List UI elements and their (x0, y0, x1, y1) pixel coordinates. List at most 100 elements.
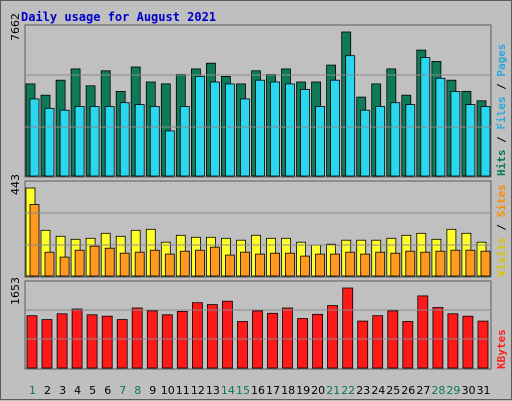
bar-sites-day-29 (450, 249, 461, 277)
x-tick-label: 8 (134, 384, 141, 397)
bar-sites-day-20 (315, 253, 326, 277)
bar-kbytes-day-24 (372, 315, 384, 369)
bar-files-day-18 (285, 83, 295, 177)
bar-files-day-21 (330, 79, 341, 177)
bar-sites-day-25 (390, 252, 401, 277)
x-tick-label: 16 (251, 384, 265, 397)
x-tick-label: 11 (176, 384, 190, 397)
bar-sites-day-7 (119, 252, 130, 277)
legend-part: / (495, 130, 508, 150)
bar-kbytes-day-12 (191, 302, 203, 369)
x-tick-label: 7 (119, 384, 126, 397)
bar-sites-day-23 (360, 253, 371, 277)
legend-visits-sites: Visits / Sites (495, 184, 508, 277)
bar-kbytes-day-13 (206, 304, 218, 369)
bar-kbytes-day-15 (237, 321, 248, 369)
legend-part: Files (495, 97, 508, 130)
bar-sites-day-21 (330, 253, 341, 277)
bar-files-day-3 (59, 109, 70, 177)
x-tick-label: 15 (236, 384, 250, 397)
bar-kbytes-day-19 (297, 318, 309, 369)
bar-files-day-23 (360, 109, 371, 177)
bar-kbytes-day-10 (161, 314, 173, 369)
bar-sites-day-3 (59, 256, 70, 277)
bar-kbytes-day-5 (86, 314, 98, 369)
legend-kbytes: KBytes (495, 329, 508, 369)
bar-files-day-8 (134, 104, 145, 177)
x-tick-label: 28 (431, 384, 445, 397)
x-tick-label: 5 (89, 384, 96, 397)
x-tick-label: 21 (326, 384, 340, 397)
bar-kbytes-day-28 (432, 307, 444, 369)
bar-kbytes-day-6 (101, 315, 113, 369)
legend-part: KBytes (495, 329, 508, 369)
bar-files-day-29 (450, 91, 461, 177)
bar-kbytes-day-26 (402, 321, 414, 369)
bar-sites-day-5 (89, 245, 100, 277)
x-tick-label: 12 (191, 384, 205, 397)
x-tick-label: 23 (356, 384, 370, 397)
legend-part: Sites (495, 184, 508, 217)
x-tick-label: 29 (446, 384, 460, 397)
bar-sites-day-15 (240, 251, 250, 277)
bar-kbytes-day-1 (26, 315, 38, 369)
x-tick-label: 31 (477, 384, 491, 397)
bar-sites-day-22 (345, 251, 356, 277)
bar-files-day-20 (315, 106, 326, 177)
x-tick-label: 3 (59, 384, 66, 397)
x-tick-label: 24 (371, 384, 385, 397)
legend-hits-files-pages: Hits / Files / Pages (495, 44, 508, 177)
bar-kbytes-day-3 (56, 313, 68, 369)
bar-sites-day-2 (44, 251, 55, 277)
bar-kbytes-day-30 (462, 315, 474, 369)
bar-kbytes-day-14 (221, 300, 233, 369)
bar-sites-day-6 (104, 247, 115, 277)
bar-sites-day-17 (270, 252, 280, 277)
bar-sites-day-8 (134, 251, 145, 277)
bar-sites-day-24 (375, 251, 386, 277)
bar-files-day-11 (179, 106, 190, 177)
x-tick-label: 4 (74, 384, 81, 397)
bar-kbytes-day-7 (116, 319, 128, 369)
bar-sites-day-4 (74, 249, 85, 277)
bar-sites-day-28 (435, 250, 446, 277)
bar-sites-day-27 (420, 251, 431, 277)
bar-files-day-14 (224, 83, 235, 177)
bar-files-day-25 (390, 102, 401, 177)
x-tick-label: 6 (104, 384, 111, 397)
x-tick-label: 25 (386, 384, 400, 397)
bar-files-day-13 (209, 81, 220, 177)
x-tick-label: 26 (401, 384, 415, 397)
bar-kbytes-day-23 (357, 320, 369, 369)
y-max-label-top: 7662 (9, 13, 22, 41)
legend-part: / (495, 77, 508, 97)
x-tick-label: 2 (44, 384, 51, 397)
bar-files-day-24 (375, 106, 386, 177)
bar-sites-day-1 (29, 204, 40, 277)
bars-group (25, 31, 491, 369)
bar-files-day-15 (240, 98, 250, 177)
bar-kbytes-day-27 (417, 295, 429, 369)
bar-sites-day-11 (179, 250, 190, 277)
x-tick-label: 19 (296, 384, 310, 397)
x-tick-label: 13 (206, 384, 220, 397)
bar-files-day-27 (420, 57, 431, 177)
bar-sites-day-12 (194, 249, 205, 277)
bar-files-day-4 (74, 106, 85, 177)
bar-sites-day-10 (164, 253, 175, 277)
bar-files-day-12 (194, 76, 205, 177)
bar-kbytes-day-18 (282, 307, 293, 369)
bar-files-day-6 (104, 106, 115, 177)
x-tick-label: 1 (29, 384, 36, 397)
y-max-label-mid: 443 (9, 174, 22, 195)
x-tick-label: 30 (462, 384, 476, 397)
bar-sites-day-31 (480, 250, 491, 277)
x-tick-label: 17 (266, 384, 280, 397)
x-tick-label: 10 (161, 384, 175, 397)
x-tick-label: 27 (416, 384, 430, 397)
bar-kbytes-day-11 (176, 310, 188, 369)
bar-files-day-10 (164, 130, 175, 177)
legend-part: Pages (495, 44, 508, 77)
bar-sites-day-13 (209, 246, 220, 277)
bar-sites-day-30 (465, 249, 476, 277)
